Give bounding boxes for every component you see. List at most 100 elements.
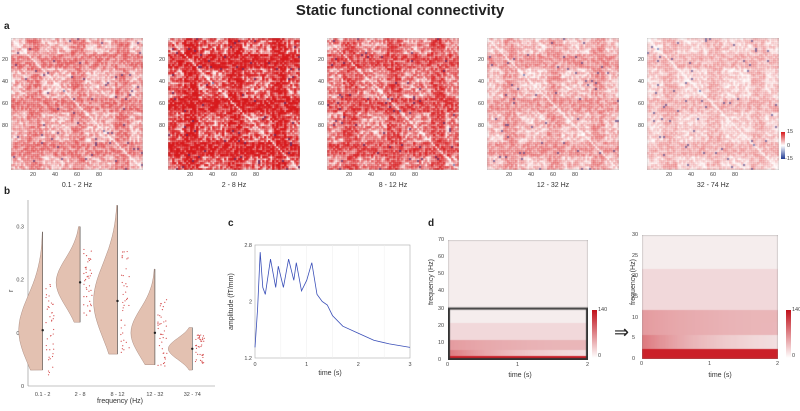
matrix-col-tick: 60	[390, 172, 397, 178]
matrix-row-tick: 20	[2, 57, 9, 63]
violin-dot	[120, 327, 122, 329]
spectro-xtick: 0	[640, 361, 644, 367]
violin-dot	[124, 300, 126, 302]
matrix-row-tick: 60	[638, 101, 645, 107]
violin-dot	[90, 272, 93, 274]
violin-dot	[47, 370, 50, 372]
matrix-row-tick: 40	[2, 79, 9, 85]
matrix-col-tick: 80	[572, 172, 579, 178]
violin-dot	[201, 362, 204, 364]
band-label: 12 - 32 Hz	[536, 182, 570, 189]
violin-dot	[52, 318, 54, 320]
connectivity-matrix-1	[11, 38, 143, 170]
spectro-xtick: 2	[776, 361, 780, 367]
violin-dot	[90, 250, 92, 252]
spectro-ytick: 50	[438, 271, 445, 278]
spectro-ytick: 20	[632, 273, 639, 280]
matrix-row-tick: 80	[318, 123, 325, 129]
violin-dot	[83, 304, 85, 306]
panel-d-right-colorbar	[786, 310, 791, 358]
violin-dot	[123, 285, 125, 287]
violin-dot	[159, 315, 161, 317]
violin-dot	[90, 289, 92, 291]
violin-dot	[122, 345, 124, 347]
panel-a-letter: a	[4, 21, 10, 32]
violin-dot	[52, 353, 54, 355]
violin-dot	[120, 351, 122, 353]
panel-b-xtick: 8 - 12	[110, 392, 124, 398]
panel-b-xlabel: frequency (Hz)	[97, 398, 143, 405]
violin-dot	[122, 307, 124, 309]
matrix-col-tick: 40	[52, 172, 59, 178]
violin-dot	[125, 291, 127, 293]
violin-dot	[166, 352, 168, 354]
spectro-ytick: 40	[438, 288, 445, 295]
matrix-row-tick: 60	[478, 101, 485, 107]
matrix-col-tick: 40	[528, 172, 535, 178]
violin-dot	[120, 274, 123, 276]
violin-1	[18, 231, 43, 371]
violin-dot	[201, 361, 203, 363]
violin-dot	[90, 303, 92, 305]
matrix-col-tick: 60	[74, 172, 81, 178]
matrix-col-tick: 20	[187, 172, 194, 178]
violin-dot	[88, 285, 91, 287]
violin-dot	[159, 333, 162, 335]
violin-dot	[195, 351, 197, 353]
violin-dot	[90, 304, 92, 307]
violin-dot	[195, 359, 197, 361]
violin-dot	[165, 325, 167, 327]
violin-dot	[85, 271, 87, 274]
violin-dot	[194, 360, 197, 363]
violin-dot	[164, 301, 166, 303]
violin-dot	[157, 327, 159, 330]
violin-dot	[202, 362, 205, 364]
violin-dot	[85, 287, 87, 289]
panel-c-xlabel: time (s)	[318, 370, 342, 377]
panel-c-xtick: 0	[253, 362, 256, 368]
violin-median	[191, 347, 194, 350]
violin-dot	[49, 349, 51, 351]
matrix-row-tick: 80	[478, 123, 485, 129]
panel-c-ytick: 2.8	[244, 243, 252, 249]
violin-dot	[202, 356, 204, 359]
violin-dot	[48, 300, 50, 302]
panel-d-arrow-icon: ⇒	[614, 322, 630, 342]
violin-dot	[122, 274, 124, 277]
violin-dot	[85, 314, 88, 316]
cbar-d-right-min: 0	[792, 353, 796, 359]
violin-dot	[197, 353, 199, 355]
violin-dot	[162, 306, 164, 308]
colorbar-a-max: 15	[787, 129, 794, 135]
violin-dot	[157, 314, 159, 316]
violin-dot	[201, 344, 203, 346]
violin-dot	[87, 258, 90, 260]
violin-dot	[83, 272, 85, 275]
violin-median	[41, 329, 44, 332]
connectivity-matrix-3	[327, 38, 459, 170]
violin-dot	[83, 312, 85, 314]
band-label: 0.1 - 2 Hz	[61, 182, 93, 189]
violin-median	[78, 281, 82, 284]
violin-dot	[163, 362, 166, 364]
violin-dot	[121, 257, 123, 259]
violin-dot	[128, 275, 130, 278]
violin-dot	[45, 288, 47, 290]
spectro-ytick: 25	[632, 252, 639, 259]
spectro-ytick: 70	[438, 237, 445, 243]
violin-dot	[165, 337, 167, 339]
violin-dot	[50, 302, 53, 304]
violin-5	[168, 327, 193, 371]
spectro-xtick: 0	[446, 362, 450, 368]
violin-dot	[161, 341, 163, 343]
violin-dot	[157, 323, 159, 325]
spectrogram-0-70hz	[448, 240, 588, 360]
spectro-ytick: 0	[632, 356, 636, 362]
violin-dot	[89, 275, 91, 277]
matrix-col-tick: 60	[710, 172, 717, 178]
violin-dot	[160, 364, 162, 366]
violin-dot	[51, 319, 53, 321]
violin-dot	[47, 306, 49, 308]
violin-dot	[162, 362, 165, 365]
violin-dot	[45, 296, 47, 299]
